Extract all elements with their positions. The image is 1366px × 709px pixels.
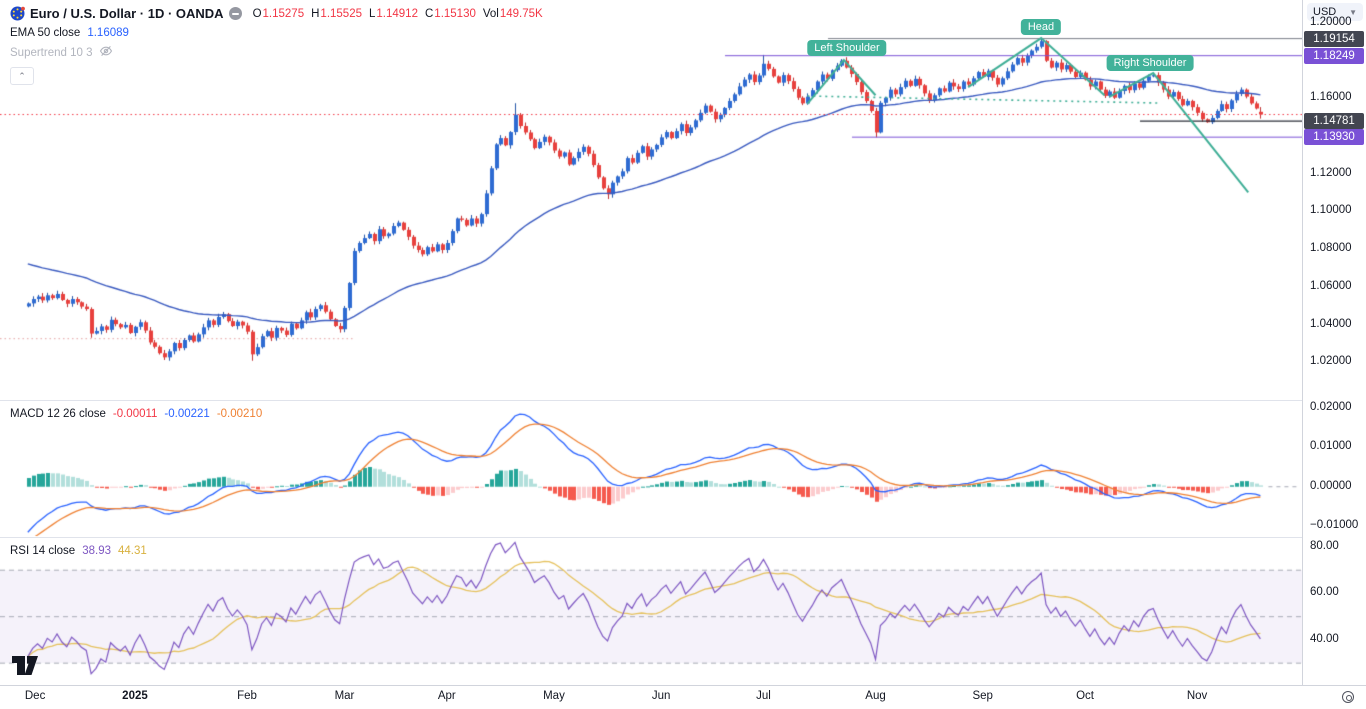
macd-hist-value: -0.00011 (112, 408, 158, 420)
pane-separator-macd[interactable] (0, 400, 1302, 401)
volume-value: 149.75K (499, 7, 543, 20)
low-label: L (369, 7, 376, 20)
price-level-label[interactable]: 1.19154 (1304, 30, 1364, 47)
minimize-legend-icon[interactable] (228, 7, 242, 20)
main-legend: Euro / U.S. Dollar · 1D · OANDA O 1.15275… (10, 6, 543, 85)
rsi-legend[interactable]: RSI 14 close 38.93 44.31 (10, 545, 147, 557)
eur-flag-icon (10, 6, 25, 21)
rsi-title: RSI 14 close (10, 545, 76, 557)
time-axis-tick: Feb (237, 690, 257, 702)
price-scale[interactable]: USD ▼ 1.20000 1.16000 1.12000 1.10000 1.0800… (1303, 0, 1366, 685)
tradingview-logo[interactable] (12, 656, 39, 680)
rsi-scale-tick: 40.00 (1310, 632, 1339, 645)
time-axis[interactable]: Dec 2025 Feb Mar Apr May Jun Jul Aug Sep Oct Nov (0, 686, 1366, 709)
legend-collapse-button[interactable]: ⌃ (10, 67, 34, 85)
symbol-title[interactable]: Euro / U.S. Dollar · 1D · OANDA (30, 6, 224, 21)
price-level-label[interactable]: 1.18249 (1304, 47, 1364, 64)
ema-value: 1.16089 (87, 27, 129, 39)
price-scale-border (1302, 0, 1303, 685)
volume-label: Vol (482, 7, 499, 20)
low-value: 1.14912 (376, 7, 418, 20)
time-axis-settings-icon[interactable] (1342, 691, 1354, 703)
time-axis-tick: Jun (651, 690, 671, 702)
open-label: O (252, 7, 262, 20)
time-axis-tick: Mar (334, 690, 355, 702)
macd-line-value: -0.00221 (164, 408, 210, 420)
ema-label: EMA 50 close (10, 27, 81, 39)
pattern-label-badge[interactable]: Right Shoulder (1106, 55, 1194, 71)
price-scale-tick: 1.06000 (1310, 279, 1352, 292)
time-axis-tick: Jul (756, 690, 771, 702)
supertrend-label: Supertrend 10 3 (10, 46, 93, 59)
price-scale-tick: 1.12000 (1310, 166, 1352, 179)
high-label: H (311, 7, 320, 20)
price-scale-tick: 1.02000 (1310, 355, 1352, 368)
ohlc-values: O 1.15275 H 1.15525 L 1.14912 C 1.15130 Vol 1… (253, 8, 543, 20)
eye-slash-icon[interactable] (99, 45, 113, 60)
time-axis-tick: Sep (972, 690, 993, 702)
rsi-scale-tick: 80.00 (1310, 539, 1339, 552)
close-value: 1.15130 (434, 7, 476, 20)
macd-scale-tick: 0.01000 (1310, 440, 1352, 453)
time-axis-tick: Dec (24, 690, 46, 702)
time-axis-tick: Apr (437, 690, 456, 702)
rsi-scale-tick: 60.00 (1310, 586, 1339, 599)
pattern-label-badge[interactable]: Head (1020, 19, 1062, 35)
time-axis-tick: Aug (865, 690, 886, 702)
macd-scale-tick: 0.00000 (1310, 479, 1352, 492)
price-chart-canvas[interactable] (0, 0, 1302, 685)
time-axis-tick: May (543, 690, 565, 702)
currency-unit-button[interactable]: USD ▼ (1307, 3, 1363, 21)
price-scale-tick: 1.10000 (1310, 204, 1352, 217)
time-axis-border (0, 685, 1366, 686)
close-label: C (424, 7, 434, 20)
currency-unit-label: USD (1313, 6, 1337, 18)
time-axis-tick: Oct (1076, 690, 1094, 702)
time-axis-tick: Nov (1186, 690, 1208, 702)
macd-scale-tick: 0.02000 (1310, 400, 1352, 413)
price-scale-tick: 1.20000 (1310, 15, 1352, 28)
high-value: 1.15525 (320, 7, 362, 20)
ema-indicator-row[interactable]: EMA 50 close 1.16089 (10, 27, 543, 39)
pattern-label-badge[interactable]: Left Shoulder (807, 40, 887, 56)
price-scale-tick: 1.04000 (1310, 317, 1352, 330)
rsi-ma-value: 44.31 (117, 545, 147, 557)
pane-separator-rsi[interactable] (0, 537, 1302, 538)
rsi-value: 38.93 (82, 545, 111, 557)
macd-signal-value: -0.00210 (216, 408, 263, 420)
macd-title: MACD 12 26 close (10, 408, 106, 420)
price-level-label[interactable]: 1.14781 (1304, 113, 1364, 130)
price-level-label[interactable]: 1.13930 (1304, 129, 1364, 146)
price-scale-tick: 1.08000 (1310, 242, 1352, 255)
open-value: 1.15275 (262, 7, 305, 20)
supertrend-indicator-row[interactable]: Supertrend 10 3 (10, 45, 543, 60)
symbol-row[interactable]: Euro / U.S. Dollar · 1D · OANDA O 1.15275… (10, 6, 543, 21)
chevron-down-icon: ▼ (1349, 7, 1357, 17)
macd-legend[interactable]: MACD 12 26 close -0.00011 -0.00221 -0.00… (10, 408, 262, 420)
time-axis-tick: 2025 (122, 690, 148, 702)
price-scale-tick: 1.16000 (1310, 91, 1352, 104)
macd-scale-tick: −0.01000 (1310, 519, 1359, 532)
